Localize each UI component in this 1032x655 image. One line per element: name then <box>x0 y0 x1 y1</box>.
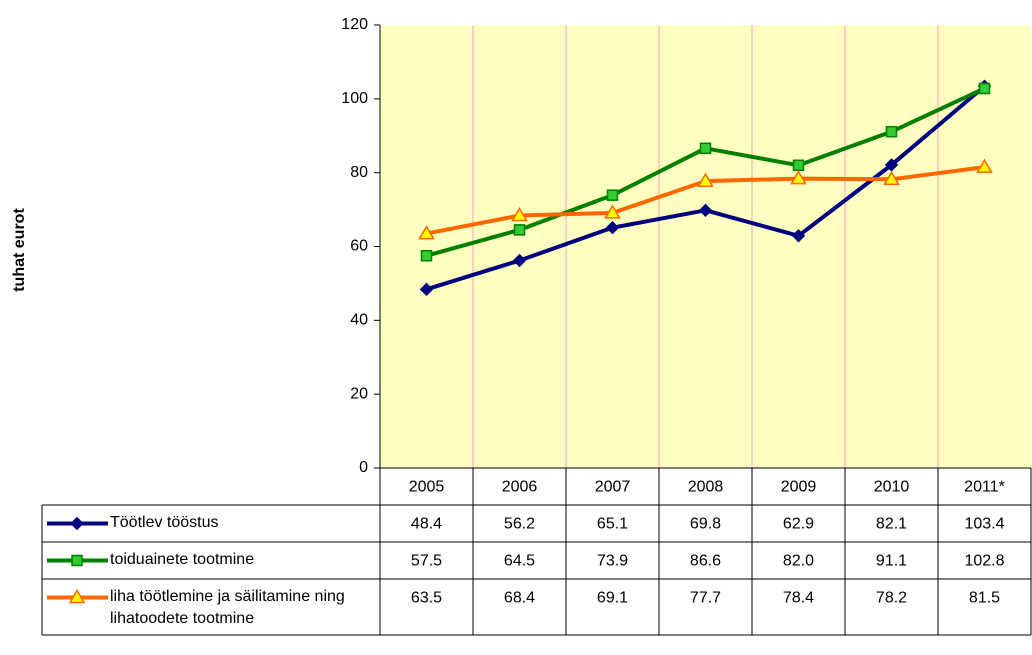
marker <box>885 125 898 138</box>
table-cell: 77.7 <box>690 590 721 607</box>
y-tick-label: 120 <box>341 16 368 33</box>
table-cell: 82.0 <box>783 553 814 570</box>
y-tick-label: 20 <box>350 385 368 402</box>
table-cell: 69.1 <box>597 590 628 607</box>
legend-label: Töötlev tööstus <box>110 513 219 531</box>
legend-label-box: Töötlev tööstus <box>110 513 219 531</box>
marker <box>513 224 526 236</box>
legend-label: liha töötlemine ja säilitamine ning liha… <box>110 587 345 627</box>
marker <box>698 203 713 218</box>
table-cell: 48.4 <box>411 516 442 533</box>
y-tick-label: 40 <box>350 312 368 329</box>
table-cell: 73.9 <box>597 553 628 570</box>
legend-label-box: liha töötlemine ja säilitamine ning liha… <box>110 587 345 627</box>
table-cell: 62.9 <box>783 516 814 533</box>
y-tick-label: 60 <box>350 238 368 255</box>
marker <box>790 170 807 185</box>
marker <box>68 589 86 604</box>
marker <box>418 225 435 240</box>
x-tick-label: 2011* <box>964 479 1005 496</box>
table-cell: 64.5 <box>504 553 535 570</box>
marker <box>420 249 433 262</box>
x-tick-label: 2007 <box>595 479 631 496</box>
marker <box>791 229 806 243</box>
table-cell: 102.8 <box>964 553 1004 570</box>
table-cell: 86.6 <box>690 553 721 570</box>
marker <box>71 554 83 567</box>
table-cell: 69.8 <box>690 516 721 533</box>
table-cell: 63.5 <box>411 590 442 607</box>
plot-area <box>380 25 1031 468</box>
marker <box>419 282 434 297</box>
table-cell: 65.1 <box>597 516 628 533</box>
table-cell: 91.1 <box>876 553 907 570</box>
x-tick-label: 2006 <box>502 479 538 496</box>
marker <box>605 220 620 235</box>
legend-label: toiduainete tootmine <box>110 550 255 568</box>
y-tick-label: 100 <box>341 90 368 107</box>
marker <box>792 159 805 172</box>
x-tick-label: 2009 <box>781 479 817 496</box>
table-cell: 56.2 <box>504 516 535 533</box>
legend-label-box: toiduainete tootmine <box>110 550 255 568</box>
marker <box>976 158 993 173</box>
x-tick-label: 2010 <box>874 479 910 496</box>
table-cell: 78.2 <box>876 590 907 607</box>
table-cell: 78.4 <box>783 590 814 607</box>
y-axis-label: tuhat eurot <box>11 208 28 292</box>
table-cell: 82.1 <box>876 516 907 533</box>
table-cell: 68.4 <box>504 590 535 607</box>
marker <box>512 253 527 268</box>
table-cell: 81.5 <box>969 590 1000 607</box>
y-tick-label: 80 <box>350 164 368 181</box>
marker <box>604 204 621 219</box>
marker <box>511 207 528 222</box>
y-tick-label: 0 <box>359 459 368 476</box>
marker <box>978 82 991 95</box>
marker <box>606 189 619 201</box>
marker <box>70 516 84 531</box>
marker <box>883 170 900 186</box>
table-cell: 57.5 <box>411 553 442 570</box>
marker <box>697 172 714 187</box>
marker <box>699 142 712 155</box>
table-cell: 103.4 <box>964 516 1004 533</box>
x-tick-label: 2005 <box>409 479 445 496</box>
x-tick-label: 2008 <box>688 479 724 496</box>
